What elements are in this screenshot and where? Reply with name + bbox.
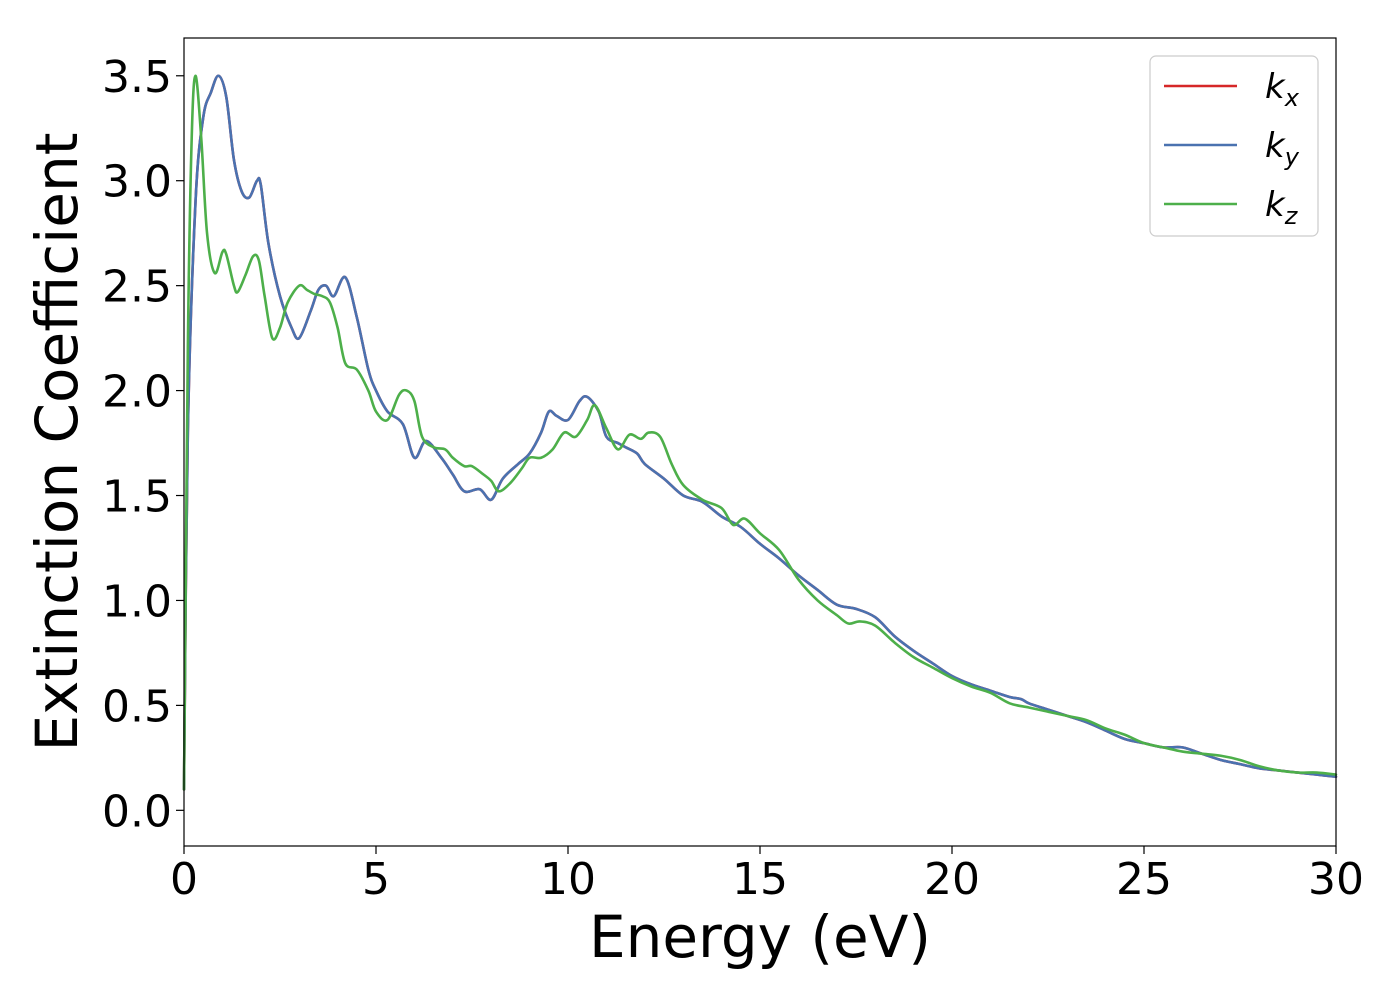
y-axis-ticks: 0.0 0.5 1.0 1.5 2.0 2.5 3.0 3.5 — [102, 52, 184, 837]
x-tick-label: 10 — [540, 854, 596, 905]
y-tick-label: 3.0 — [102, 157, 172, 208]
y-tick-label: 0.5 — [102, 681, 172, 732]
x-tick-label: 15 — [732, 854, 788, 905]
x-tick-label: 5 — [362, 854, 390, 905]
x-tick-label: 0 — [170, 854, 198, 905]
legend-label-main: k — [1265, 67, 1286, 107]
y-axis-title: Extinction Coefficient — [23, 133, 91, 752]
x-axis-ticks: 0 5 10 15 20 25 30 — [170, 846, 1364, 905]
y-tick-label: 1.5 — [102, 472, 172, 523]
legend-label-main: k — [1265, 185, 1286, 225]
legend-label-subscript: z — [1284, 202, 1299, 230]
legend-label-kz: kz — [1265, 185, 1299, 230]
x-tick-label: 30 — [1308, 854, 1364, 905]
y-tick-label: 2.5 — [102, 262, 172, 313]
legend-label-ky: ky — [1265, 126, 1300, 171]
series-layer — [182, 74, 1338, 791]
legend-label-subscript: x — [1284, 84, 1300, 112]
plot-background — [184, 38, 1336, 846]
legend-label-subscript: y — [1284, 143, 1300, 171]
y-tick-label: 0.0 — [102, 786, 172, 837]
legend-label-kx: kx — [1265, 67, 1300, 112]
y-tick-label: 3.5 — [102, 52, 172, 103]
x-axis-title: Energy (eV) — [589, 903, 931, 971]
x-tick-label: 20 — [924, 854, 980, 905]
y-tick-label: 1.0 — [102, 576, 172, 627]
x-tick-label: 25 — [1116, 854, 1172, 905]
series-line-kz — [182, 74, 1338, 791]
legend-label-main: k — [1265, 126, 1286, 166]
y-tick-label: 2.0 — [102, 367, 172, 418]
